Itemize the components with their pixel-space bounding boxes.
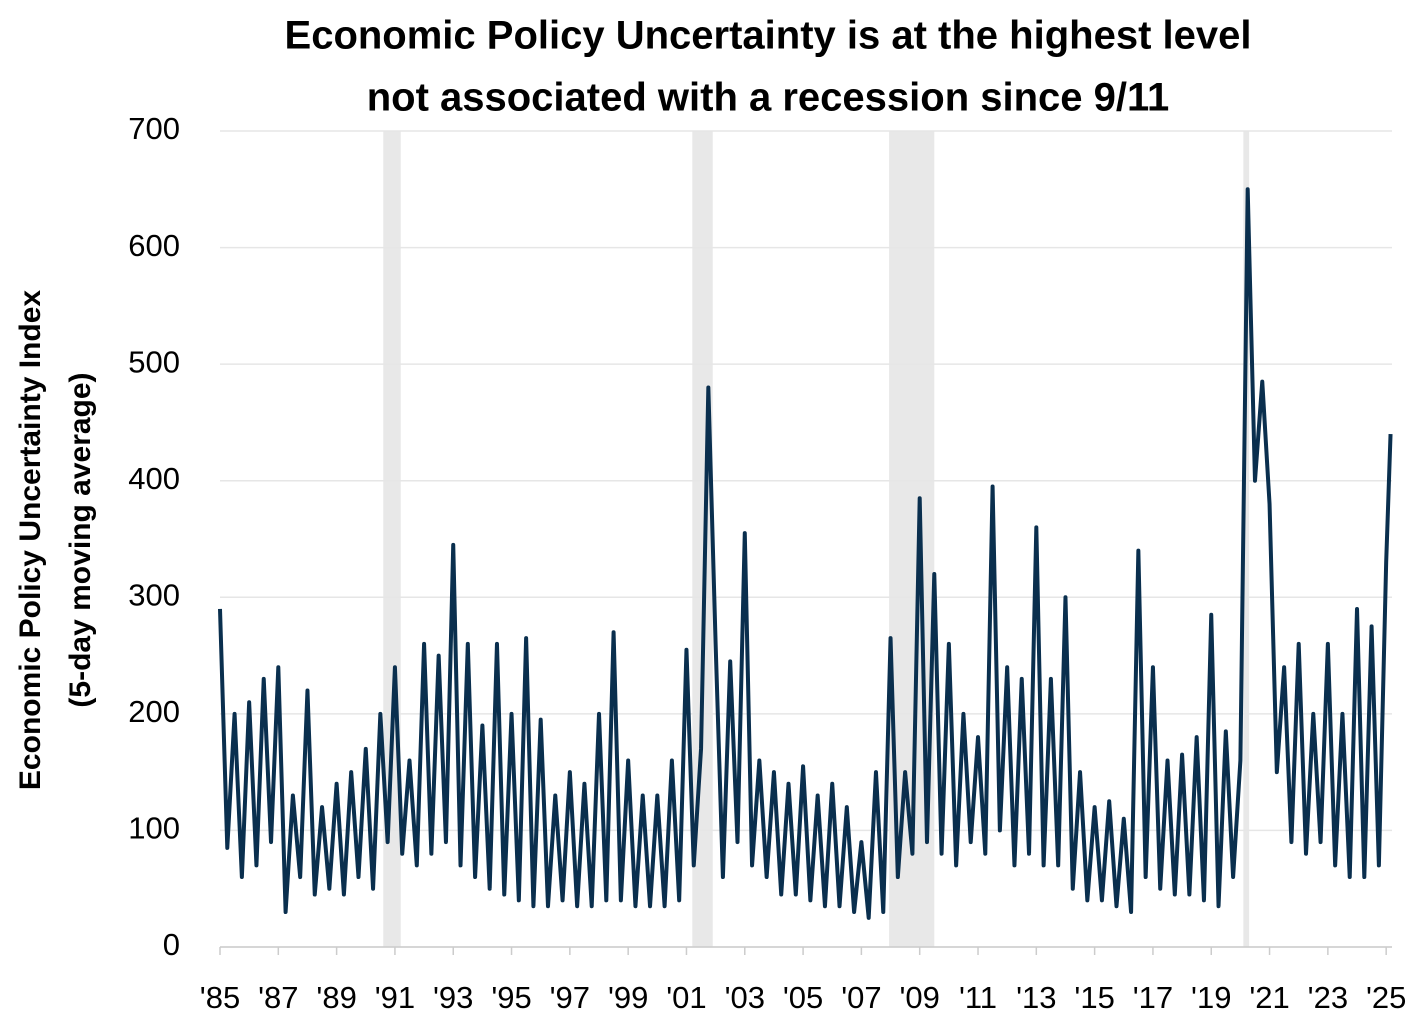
y-tick-label: 500 [128, 344, 180, 379]
y-tick-label: 300 [128, 577, 180, 612]
x-tick-label: '11 [959, 980, 997, 1015]
x-tick-label: '23 [1308, 980, 1348, 1015]
x-tick-label: '07 [841, 980, 881, 1015]
series-line [218, 187, 1393, 920]
x-tick-label: '21 [1249, 980, 1289, 1015]
x-tick-label: '95 [491, 980, 531, 1015]
y-tick-label: 700 [128, 111, 180, 146]
y-axis-label: (5-day moving average) [64, 372, 97, 707]
x-tick-label: '09 [899, 980, 939, 1015]
x-tick-label: '19 [1191, 980, 1231, 1015]
y-axis-label: Economic Policy Uncertainty Index [14, 290, 47, 790]
x-tick-label: '15 [1074, 980, 1114, 1015]
x-tick-label: '91 [375, 980, 415, 1015]
x-tick-label: '85 [200, 980, 240, 1015]
x-tick-label: '03 [725, 980, 765, 1015]
y-tick-label: 100 [128, 811, 180, 846]
x-tick-label: '17 [1133, 980, 1173, 1015]
x-tick-label: '01 [666, 980, 706, 1015]
recession-band [692, 131, 713, 947]
y-tick-label: 400 [128, 461, 180, 496]
recession-band [1243, 131, 1250, 947]
y-tick-label: 0 [163, 927, 180, 962]
y-tick-label: 200 [128, 694, 180, 729]
x-tick-label: '25 [1366, 980, 1406, 1015]
x-tick-label: '89 [316, 980, 356, 1015]
x-tick-label: '97 [550, 980, 590, 1015]
x-tick-label: '93 [433, 980, 473, 1015]
x-tick-label: '99 [608, 980, 648, 1015]
x-tick-label: '87 [258, 980, 298, 1015]
x-tick-label: '13 [1016, 980, 1056, 1015]
chart-title: not associated with a recession since 9/… [367, 76, 1170, 120]
y-tick-label: 600 [128, 228, 180, 263]
chart-title: Economic Policy Uncertainty is at the hi… [285, 14, 1252, 58]
x-tick-label: '05 [783, 980, 823, 1015]
